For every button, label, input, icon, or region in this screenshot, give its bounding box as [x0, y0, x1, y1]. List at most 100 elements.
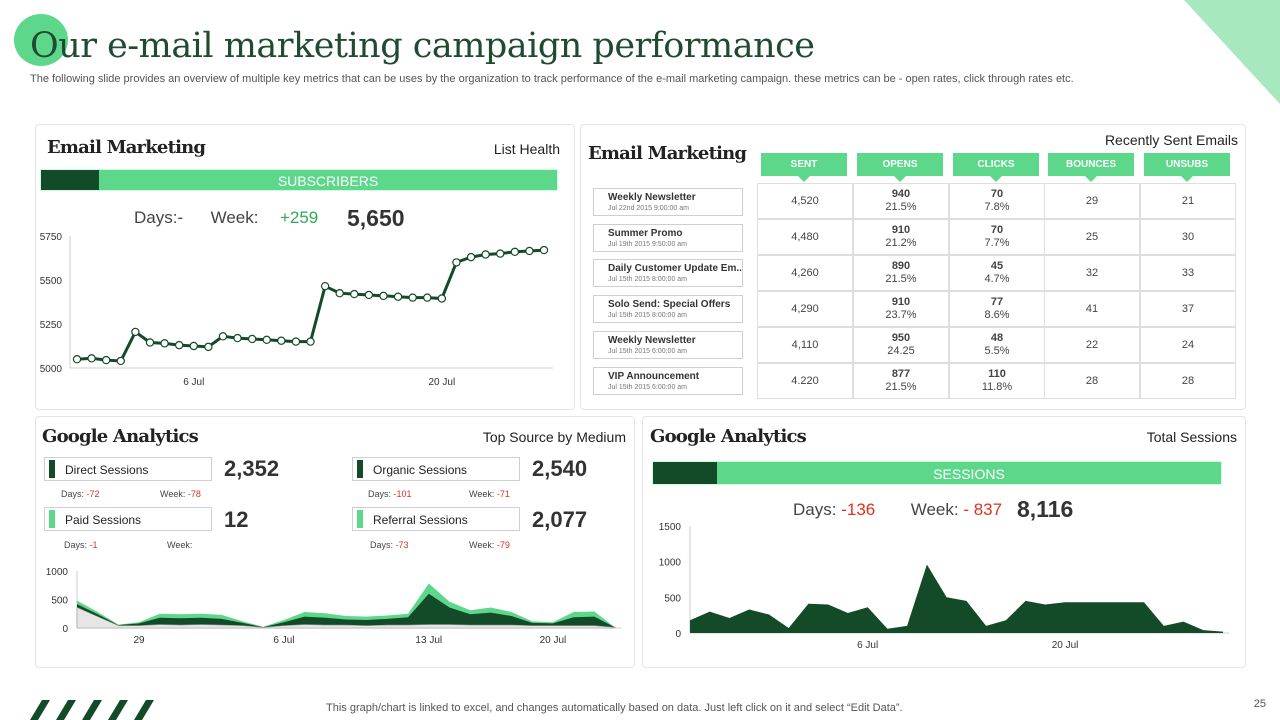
table-cell: 890 21.5%	[853, 255, 949, 291]
cell-percent: 24.25	[887, 345, 915, 357]
sessions-x-tick: 6 Jul	[857, 640, 878, 651]
page-subtitle: The following slide provides an overview…	[30, 73, 1074, 85]
column-header: OPENS	[857, 153, 943, 182]
table-cell: 910 23.7%	[853, 291, 949, 327]
table-cell: 4,290	[757, 291, 853, 327]
email-name: VIP Announcement	[608, 371, 700, 382]
cell-percent: 5.5%	[984, 345, 1010, 357]
cell-value: 41	[1085, 302, 1099, 315]
subs-data-point	[277, 336, 286, 345]
subscribers-bar: SUBSCRIBERS	[40, 169, 558, 191]
cell-count: 890	[891, 260, 911, 272]
session-name: Paid Sessions	[65, 513, 142, 527]
cell-value: 28	[1085, 374, 1099, 387]
email-name: Daily Customer Update Em..	[608, 263, 742, 274]
session-days-change: -72	[86, 489, 100, 499]
title-accent-circle	[14, 14, 68, 66]
email-name: Solo Send: Special Offers	[608, 299, 731, 310]
session-week-label: Week:	[167, 540, 193, 550]
session-source-box: Paid Sessions	[44, 507, 212, 531]
recent-emails-title: Email Marketing	[588, 143, 747, 164]
total-sessions-title: Google Analytics	[650, 426, 807, 447]
source-x-tick: 20 Jul	[540, 635, 567, 646]
sessions-days-change: -136	[841, 500, 876, 519]
email-date: Jul 22nd 2015 9:00:00 am	[608, 205, 689, 212]
cell-value: 37	[1181, 302, 1195, 315]
recent-emails-label: Recently Sent Emails	[1104, 132, 1238, 148]
table-cell: 110 11.8%	[949, 363, 1045, 399]
session-week-change: -71	[496, 489, 510, 499]
session-days-label: Days:	[368, 489, 392, 499]
subs-data-point	[379, 291, 388, 301]
session-source-box: Referral Sessions	[352, 507, 520, 531]
email-date: Jul 15th 2015 6:00:00 am	[608, 348, 688, 355]
source-x-tick: 29	[134, 635, 146, 646]
cell-value: 22	[1085, 338, 1099, 351]
email-date: Jul 15th 2015 8:00:00 am	[608, 312, 688, 319]
sessions-y-tick: 0	[675, 629, 681, 640]
cell-count: 110	[988, 368, 1006, 380]
email-item: Summer Promo Jul 19th 2015 9:50:00 am	[593, 224, 743, 252]
subs-data-point	[101, 355, 111, 365]
sessions-bar-label: SESSIONS	[933, 466, 1005, 482]
subs-data-point	[320, 281, 330, 291]
table-cell: 48 5.5%	[949, 327, 1045, 363]
table-cell: 33	[1140, 255, 1236, 291]
subs-data-point	[218, 332, 228, 341]
subs-data-point	[481, 250, 490, 259]
subs-data-point	[262, 335, 271, 345]
source-series-direct	[77, 593, 615, 628]
cell-value: 28	[1181, 374, 1195, 387]
table-cell: 940 21.5%	[853, 183, 949, 219]
cell-count: 910	[891, 224, 911, 236]
subs-data-point	[189, 341, 198, 351]
cell-percent: 23.7%	[885, 309, 917, 321]
email-date: Jul 15th 2015 8:00:00 am	[608, 276, 688, 283]
cell-percent: 21.5%	[885, 381, 917, 393]
subs-data-point	[72, 355, 82, 364]
subs-data-point	[437, 294, 447, 303]
subs-data-point	[247, 334, 257, 344]
email-item: Solo Send: Special Offers Jul 15th 2015 8…	[593, 295, 743, 323]
subs-data-point	[335, 289, 344, 298]
sessions-bar-fill	[653, 462, 717, 484]
table-cell: 22	[1044, 327, 1140, 363]
cell-percent: 7.8%	[984, 201, 1010, 213]
list-health-stats: Days:- Week: +259	[134, 208, 318, 228]
session-week-change: -78	[187, 489, 201, 499]
cell-percent: 4.7%	[984, 273, 1010, 285]
cell-count: 45	[990, 260, 1004, 272]
session-days-label: Days:	[64, 540, 88, 550]
cell-percent: 8.6%	[984, 309, 1010, 321]
subs-y-tick: 5000	[40, 364, 63, 375]
cell-count: 48	[990, 332, 1004, 344]
sessions-x-tick: 20 Jul	[1052, 640, 1079, 651]
table-cell: 4.220	[757, 363, 853, 399]
cell-count: 70	[990, 188, 1004, 200]
sessions-y-tick: 1000	[659, 558, 682, 569]
subs-y-tick: 5250	[40, 320, 63, 331]
table-cell: 30	[1140, 219, 1236, 255]
subs-y-tick: 5500	[40, 276, 63, 287]
sessions-days-label: Days:	[793, 500, 837, 519]
cell-percent: 11.8%	[981, 381, 1013, 393]
subs-data-point	[160, 339, 169, 348]
cell-percent: 21.2%	[885, 237, 917, 249]
session-week: Week: -79	[469, 540, 510, 550]
list-health-title: Email Marketing	[47, 137, 206, 158]
email-name: Summer Promo	[608, 228, 683, 239]
cell-value: 4,110	[791, 338, 819, 351]
table-cell: 29	[1044, 183, 1140, 219]
footer-stripes-decoration	[30, 700, 154, 720]
source-y-tick: 0	[62, 624, 68, 635]
cell-count: 940	[891, 188, 911, 200]
session-days: Days: -101	[368, 489, 412, 499]
week-label: Week:	[210, 208, 259, 227]
subs-data-point	[145, 338, 155, 347]
cell-value: 4,480	[791, 230, 819, 243]
table-cell: 4,520	[757, 183, 853, 219]
column-header: SENT	[761, 153, 847, 182]
cell-value: 25	[1085, 230, 1099, 243]
subscribers-bar-fill	[41, 170, 99, 190]
